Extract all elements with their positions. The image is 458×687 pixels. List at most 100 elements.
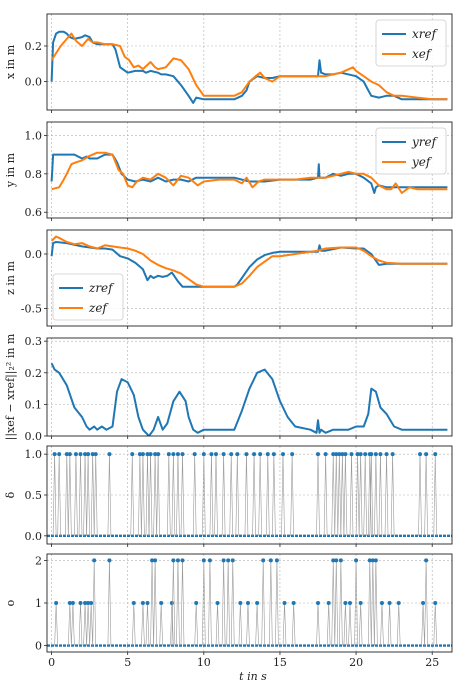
legend-entry: yef (411, 155, 433, 169)
spike-line (75, 454, 78, 536)
spike-line (171, 602, 174, 646)
spike-line (194, 454, 197, 536)
spike-line (173, 560, 176, 646)
spike-line (418, 454, 421, 536)
x-tick-label: 10 (197, 656, 211, 669)
spike-line (272, 454, 275, 536)
data-point (337, 452, 342, 457)
data-point (221, 558, 226, 563)
legend-entry: zref (88, 281, 115, 295)
spike-line (337, 454, 340, 536)
spike-line (90, 602, 93, 646)
spike-line (374, 560, 377, 646)
data-point (64, 452, 69, 457)
spike-line (139, 454, 142, 536)
y-axis-label: z in m (4, 261, 17, 295)
y-tick-label: 1 (35, 597, 42, 610)
data-point (192, 452, 197, 457)
panel-3: -0.5 0.0 z in m zref zef (4, 229, 453, 329)
panel-2: 0.6 0.8 1.0 y in m yref yef (4, 121, 453, 221)
y-tick-label: 0 (35, 640, 42, 653)
spike-line (107, 560, 110, 646)
data-point (140, 452, 145, 457)
spike-line (378, 454, 381, 536)
spike-line (57, 454, 60, 536)
legend: zref zef (52, 273, 124, 321)
spike-line (290, 454, 293, 536)
spike-line (151, 560, 154, 646)
data-point (86, 452, 91, 457)
spike-line (246, 602, 249, 646)
spike-line (194, 602, 197, 646)
spike-line (93, 454, 97, 536)
spike-line (141, 454, 144, 536)
data-point (343, 601, 348, 605)
spike-line (342, 454, 345, 536)
data-point (340, 452, 345, 457)
axes-frame (46, 553, 453, 653)
data-point (57, 452, 62, 457)
spike-line (92, 454, 95, 536)
spike-line (384, 454, 387, 536)
spike-line (375, 560, 378, 646)
spike-line (316, 454, 319, 536)
data-point (107, 558, 112, 563)
spike-line (331, 560, 334, 646)
data-point (235, 452, 240, 457)
plot-area (47, 558, 452, 647)
data-point (73, 452, 78, 457)
y-tick-label: 0.8 (25, 168, 43, 181)
data-point (373, 452, 378, 457)
spike-line (202, 454, 205, 536)
spike-line (258, 454, 261, 536)
spike-line (93, 560, 96, 646)
data-point (131, 601, 136, 605)
data-point (166, 452, 171, 457)
data-point (171, 452, 176, 457)
legend: yref yef (375, 127, 447, 175)
legend-entry: xref (412, 27, 439, 41)
data-point (367, 558, 372, 563)
spike-line (131, 454, 135, 536)
x-tick-label: 20 (349, 656, 363, 669)
data-point (252, 452, 257, 457)
spike-line (381, 602, 384, 646)
spike-line (323, 454, 326, 536)
data-point (86, 601, 91, 605)
spike-line (107, 454, 110, 536)
plot-area (50, 362, 448, 436)
data-point (229, 452, 234, 457)
spike-line (221, 560, 224, 646)
axes-frame (46, 121, 453, 219)
data-point (331, 558, 336, 563)
legend-entry: yref (411, 135, 439, 149)
spike-line (217, 602, 220, 646)
spike-line (182, 454, 185, 536)
spike-line (141, 602, 144, 646)
y-tick-label: 2 (35, 554, 42, 567)
data-point (363, 452, 368, 457)
spike-line (247, 602, 250, 646)
spike-line (334, 560, 337, 646)
spike-line (433, 602, 436, 646)
spike-line (369, 560, 372, 646)
spike-line (54, 454, 57, 536)
data-point (418, 452, 423, 457)
spike-line (78, 602, 81, 646)
spike-line (345, 602, 348, 646)
spike-line (421, 602, 424, 646)
data-point (369, 452, 374, 457)
data-point (93, 452, 98, 457)
spike-line (317, 454, 320, 536)
spike-line (374, 454, 377, 536)
spike-line (252, 454, 255, 536)
spike-line (168, 454, 171, 536)
spike-line (109, 454, 112, 536)
spike-line (265, 454, 269, 536)
data-point (180, 558, 185, 563)
spike-line (273, 454, 276, 536)
y-axis-label: x in m (4, 44, 17, 79)
spike-line (340, 560, 343, 646)
spike-line (358, 454, 361, 536)
spike-line (389, 602, 392, 646)
